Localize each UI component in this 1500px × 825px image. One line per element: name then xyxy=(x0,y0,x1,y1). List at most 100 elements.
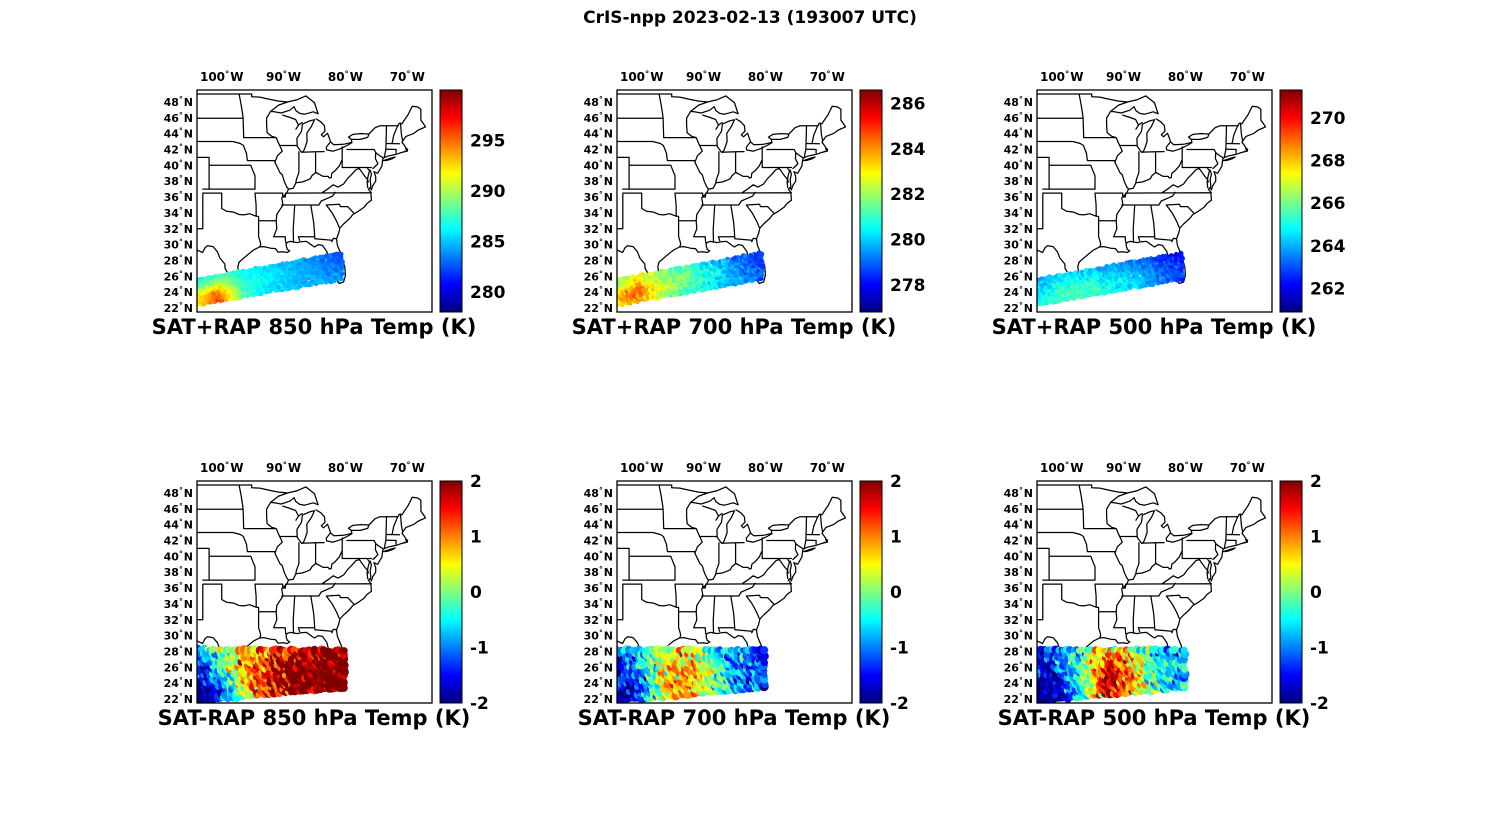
colorbar xyxy=(859,480,883,704)
lat-tick-label: 38°N xyxy=(164,565,193,579)
lat-tick-labels: 48°N 46°N 44°N42°N 40°N 38°N 36°N 34°N 32°N 30°N… xyxy=(164,486,193,706)
lon-tick-label: 100°W xyxy=(620,69,664,84)
lat-tick-label: 40°N xyxy=(164,549,193,563)
colorbar-tick-labels: 2 1 0 -1 -2 xyxy=(1310,472,1329,714)
lat-tick-label: 28°N xyxy=(1004,644,1033,658)
lat-tick-label: 40°N xyxy=(1004,549,1033,563)
lat-tick-label: 36°N xyxy=(1004,581,1033,595)
colorbar-tick-label: -1 xyxy=(890,639,909,659)
colorbar-tick-label: 0 xyxy=(1310,583,1322,603)
colorbar-tick-label: 262 xyxy=(1310,280,1346,300)
map-frame xyxy=(616,480,853,704)
colorbar-tick-label: -1 xyxy=(470,639,489,659)
lon-tick-label: 70°W xyxy=(390,460,425,475)
lon-tick-label: 80°W xyxy=(748,460,783,475)
lat-tick-label: 26°N xyxy=(1004,269,1033,283)
lat-tick-label: 26°N xyxy=(164,269,193,283)
state-borders xyxy=(197,484,427,676)
colorbar-tick-labels: 2 1 0 -1 -2 xyxy=(470,472,489,714)
lat-tick-label: 38°N xyxy=(584,174,613,188)
lon-tick-label: 90°W xyxy=(266,69,301,84)
colorbar-tick-label: 282 xyxy=(890,185,926,205)
lon-tick-label: 80°W xyxy=(748,69,783,84)
lon-tick-labels: 100°W 90°W 80°W 70°W xyxy=(620,460,845,475)
panel-svg: 100°W 90°W 80°W 70°W 48°N 46°N 44°N42°N 40°N 38°… xyxy=(584,460,909,714)
lat-tick-label: 34°N xyxy=(1004,206,1033,220)
lat-tick-label: 38°N xyxy=(1004,174,1033,188)
colorbar-tick-label: 0 xyxy=(890,583,902,603)
lat-tick-label: 28°N xyxy=(164,253,193,267)
state-borders xyxy=(1037,484,1267,676)
panel-sat-minus-rap-850: 100°W 90°W 80°W 70°W 48°N 46°N 44°N 42°N 40°N 38°… xyxy=(137,451,537,751)
lat-tick-label: 42°N xyxy=(584,142,613,156)
panel-title: SAT-RAP 700 hPa Temp (K) xyxy=(577,706,891,730)
lat-tick-label: 48°N xyxy=(1004,486,1033,500)
colorbar-tick-label: 0 xyxy=(470,583,482,603)
lat-tick-label: 26°N xyxy=(164,660,193,674)
colorbar-tick-labels: 286 284 282 280 278 xyxy=(890,95,926,296)
panel-sat-plus-rap-700: 100°W 90°W 80°W 70°W 48°N 46°N 44°N 42°N 40°N 38°… xyxy=(557,60,957,360)
panel-svg: 100°W 90°W 80°W 70°W 48°N 46°N 44°N42°N 40°N 38°… xyxy=(584,69,926,315)
colorbar xyxy=(1279,89,1303,313)
lon-tick-label: 90°W xyxy=(686,69,721,84)
colorbar-tick-label: 286 xyxy=(890,95,926,115)
lat-tick-labels: 48°N 46°N 44°N42°N 40°N 38°N 36°N 34°N 32°N 30°N… xyxy=(1004,95,1033,315)
lat-tick-label: 34°N xyxy=(164,597,193,611)
colorbar-tick-label: 2 xyxy=(890,472,902,492)
panel-sat-minus-rap-700: 100°W 90°W 80°W 70°W 48°N 46°N 44°N 42°N 40°N 38°… xyxy=(557,451,957,751)
lat-tick-label: 40°N xyxy=(164,158,193,172)
colorbar-tick-labels: 270 268 266 264 262 xyxy=(1310,109,1346,300)
lat-tick-label: 46°N xyxy=(1004,111,1033,125)
lat-tick-label: 36°N xyxy=(164,190,193,204)
lon-tick-labels: 100°W 90°W 80°W 70°W xyxy=(200,460,425,475)
lon-tick-labels: 100°W 90°W 80°W 70°W xyxy=(620,69,845,84)
lat-tick-label: 44°N xyxy=(584,127,613,141)
lat-tick-label: 36°N xyxy=(584,190,613,204)
lat-tick-label: 48°N xyxy=(164,95,193,109)
observation-swath xyxy=(617,645,769,703)
lat-tick-label: 26°N xyxy=(584,269,613,283)
colorbar-tick-label: 264 xyxy=(1310,237,1346,257)
lat-tick-label: 28°N xyxy=(1004,253,1033,267)
panel-title: SAT-RAP 500 hPa Temp (K) xyxy=(997,706,1311,730)
colorbar-tick-label: 2 xyxy=(470,472,482,492)
lon-tick-label: 100°W xyxy=(200,69,244,84)
colorbar-tick-label: 280 xyxy=(890,231,926,251)
colorbar-tick-labels: 2 1 0 -1 -2 xyxy=(890,472,909,714)
lon-tick-label: 80°W xyxy=(328,460,363,475)
lat-tick-label: 28°N xyxy=(584,644,613,658)
colorbar-tick-label: 2 xyxy=(1310,472,1322,492)
lat-tick-label: 24°N xyxy=(164,676,193,690)
lat-tick-label: 34°N xyxy=(1004,597,1033,611)
panel-svg: 100°W 90°W 80°W 70°W 48°N 46°N 44°N42°N 40°N 38°… xyxy=(1004,460,1329,714)
colorbar-tick-label: 278 xyxy=(890,276,926,296)
state-borders xyxy=(1037,93,1267,285)
map-frame xyxy=(196,480,433,704)
map-frame xyxy=(616,89,853,313)
lat-tick-label: 24°N xyxy=(1004,285,1033,299)
lat-tick-label: 36°N xyxy=(164,581,193,595)
lat-tick-label: 32°N xyxy=(1004,613,1033,627)
colorbar-tick-label: 1 xyxy=(1310,528,1322,548)
colorbar-tick-label: 280 xyxy=(470,283,506,303)
lat-tick-label: 30°N xyxy=(584,238,613,252)
panel-svg: 100°W 90°W 80°W 70°W 48°N 46°N 44°N42°N 40°N 38°… xyxy=(164,69,506,315)
lat-tick-label: 28°N xyxy=(584,253,613,267)
lat-tick-label: 30°N xyxy=(584,629,613,643)
lat-tick-label: 22°N xyxy=(1004,692,1033,706)
panel-title: SAT+RAP 500 hPa Temp (K) xyxy=(991,315,1317,339)
colorbar-tick-label: 285 xyxy=(470,232,506,252)
colorbar-tick-label: -2 xyxy=(890,694,909,714)
colorbar-tick-label: -2 xyxy=(470,694,489,714)
lat-tick-label: 24°N xyxy=(584,285,613,299)
lat-tick-label: 42°N xyxy=(584,533,613,547)
lon-tick-label: 70°W xyxy=(810,460,845,475)
lat-tick-label: 42°N xyxy=(1004,533,1033,547)
lat-tick-label: 30°N xyxy=(164,238,193,252)
lon-tick-label: 90°W xyxy=(1106,69,1141,84)
panel-sat-plus-rap-500: 100°W 90°W 80°W 70°W 48°N 46°N 44°N 42°N 40°N 38°… xyxy=(977,60,1377,360)
lon-tick-label: 80°W xyxy=(1168,460,1203,475)
lon-tick-label: 80°W xyxy=(1168,69,1203,84)
lon-tick-label: 90°W xyxy=(686,460,721,475)
